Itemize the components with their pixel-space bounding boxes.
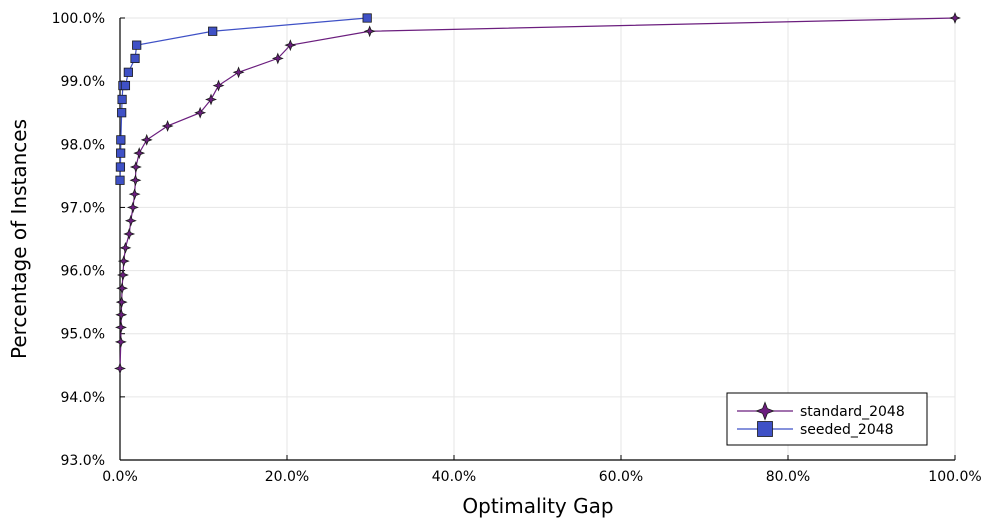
data-point-standard_2048 [116, 282, 129, 295]
y-tick-label: 97.0% [61, 200, 105, 216]
y-tick-label: 93.0% [61, 453, 105, 469]
data-point-seeded_2048 [115, 162, 126, 172]
grid-layer [119, 17, 956, 461]
data-point-standard_2048 [271, 52, 284, 65]
y-tick-label: 95.0% [61, 327, 105, 343]
x-tick-label: 60.0% [599, 469, 643, 485]
x-tick-label: 20.0% [265, 469, 309, 485]
data-point-standard_2048 [123, 228, 136, 240]
y-tick-label: 100.0% [52, 11, 105, 27]
data-point-standard_2048 [115, 321, 127, 334]
data-point-standard_2048 [161, 120, 174, 132]
data-point-standard_2048 [129, 174, 142, 187]
y-tick-label: 94.0% [61, 390, 105, 406]
legend-marker-seeded_2048 [757, 421, 773, 437]
x-tick-label: 0.0% [102, 469, 138, 485]
data-point-seeded_2048 [117, 94, 127, 105]
x-tick-label: 80.0% [766, 469, 810, 485]
data-point-standard_2048 [129, 161, 142, 173]
legend-marker-standard_2048 [755, 401, 775, 421]
data-point-seeded_2048 [115, 175, 125, 185]
legend-marker-shape [755, 401, 775, 421]
data-point-standard_2048 [232, 66, 245, 79]
data-point-standard_2048 [117, 255, 130, 268]
series-standard_2048 [114, 12, 961, 375]
data-point-standard_2048 [284, 39, 297, 52]
data-point-standard_2048 [128, 188, 141, 201]
data-point-seeded_2048 [123, 67, 133, 77]
data-point-seeded_2048 [120, 80, 131, 91]
data-point-standard_2048 [127, 201, 139, 214]
legend-label-seeded_2048: seeded_2048 [800, 422, 894, 438]
data-point-standard_2048 [363, 25, 376, 38]
data-point-standard_2048 [133, 147, 146, 160]
x-tick-label: 100.0% [928, 469, 981, 485]
y-tick-label: 99.0% [61, 74, 105, 90]
data-point-standard_2048 [949, 12, 961, 24]
series-seeded_2048 [115, 13, 372, 185]
y-tick-label: 96.0% [61, 264, 105, 280]
data-point-seeded_2048 [117, 108, 127, 118]
data-point-standard_2048 [119, 241, 132, 254]
legend-label-standard_2048: standard_2048 [800, 404, 905, 420]
y-axis-title: Percentage of Instances [7, 119, 31, 359]
data-point-seeded_2048 [132, 40, 142, 50]
series-layer [114, 12, 961, 375]
data-point-standard_2048 [212, 79, 225, 92]
legend-marker-shape [757, 421, 773, 437]
data-point-seeded_2048 [116, 148, 126, 158]
axes-layer [119, 17, 956, 461]
data-point-standard_2048 [116, 269, 129, 281]
y-tick-label: 98.0% [61, 137, 105, 153]
data-point-standard_2048 [194, 106, 207, 119]
data-point-seeded_2048 [362, 13, 372, 23]
x-axis-title: Optimality Gap [462, 494, 613, 518]
data-point-standard_2048 [114, 362, 126, 375]
tick-label-layer: 0.0% 20.0% 40.0% 60.0% 80.0% 100.0% 93.0% 94.0%… [52, 11, 982, 485]
data-point-standard_2048 [124, 214, 137, 227]
data-point-standard_2048 [114, 335, 127, 348]
data-point-standard_2048 [205, 93, 217, 106]
data-point-standard_2048 [115, 296, 128, 309]
data-point-seeded_2048 [116, 135, 126, 145]
data-point-seeded_2048 [130, 53, 140, 64]
data-point-standard_2048 [140, 133, 153, 146]
legend: standard_2048 seeded_2048 [726, 392, 928, 446]
data-point-seeded_2048 [208, 26, 218, 36]
data-point-standard_2048 [115, 308, 128, 321]
x-tick-label: 40.0% [432, 469, 476, 485]
